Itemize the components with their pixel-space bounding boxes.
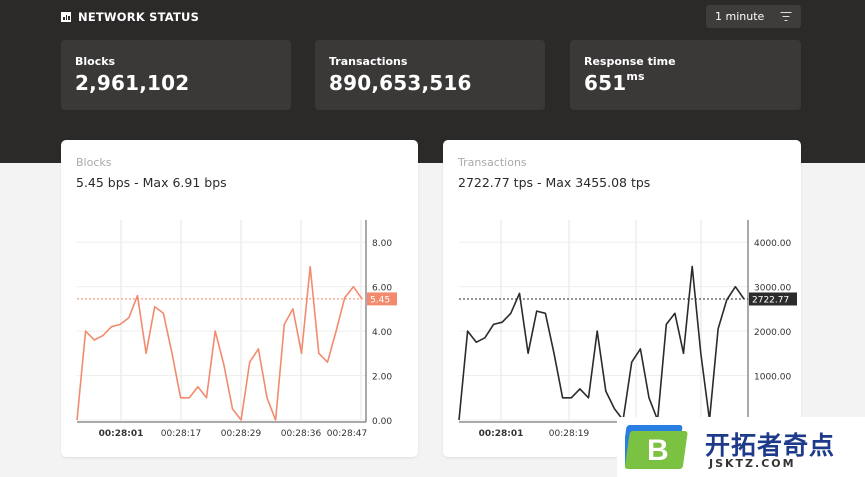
page-title-text: NETWORK STATUS — [78, 10, 200, 24]
period-label: 1 minute — [715, 10, 765, 23]
current-value-badge — [367, 292, 397, 306]
stat-value: 890,653,516 — [329, 71, 472, 95]
x-tick-label: 00:28:36 — [281, 429, 322, 439]
series-line — [76, 265, 363, 421]
x-tick-label: 00:28:17 — [161, 429, 201, 439]
chart-title: Transactions — [458, 156, 527, 169]
filter-icon[interactable] — [780, 12, 791, 22]
watermark-brand: 开拓者奇点 — [705, 431, 836, 460]
y-tick-label: 1000.00 — [754, 373, 791, 383]
page-title: NETWORK STATUS — [61, 8, 199, 26]
x-tick-label: 00:28:01 — [479, 429, 524, 439]
current-value-badge — [749, 292, 797, 306]
stat-label: Transactions — [329, 55, 408, 68]
current-value-label: 5.45 — [370, 295, 390, 305]
bar-chart-icon — [61, 12, 71, 22]
y-tick-label: 6.00 — [372, 284, 392, 294]
y-tick-label: 4.00 — [372, 328, 392, 338]
x-tick-label: 00:28:01 — [99, 429, 144, 439]
y-tick-label: 8.00 — [372, 239, 392, 249]
x-tick-label: 00:28:29 — [221, 429, 262, 439]
stat-unit: ms — [626, 70, 645, 83]
stat-label: Response time — [584, 55, 676, 68]
y-tick-label: 2000.00 — [754, 328, 791, 338]
chart-title: Blocks — [76, 156, 112, 169]
y-tick-label: 2.00 — [372, 373, 392, 383]
stat-card-blocks: Blocks 2,961,102 — [61, 40, 291, 110]
watermark: B 开拓者奇点 JSKTZ.COM — [617, 417, 865, 477]
stat-card-transactions: Transactions 890,653,516 — [315, 40, 545, 110]
chart-subtitle: 2722.77 tps - Max 3455.08 tps — [458, 175, 651, 190]
watermark-url: JSKTZ.COM — [709, 457, 796, 470]
transactions-chart: 4000.003000.002000.001000.000.0000:28:01… — [458, 220, 797, 439]
stat-value: 2,961,102 — [75, 71, 190, 95]
period-select[interactable]: 1 minute — [706, 5, 801, 28]
x-tick-label: 00:28:19 — [549, 429, 590, 439]
stat-label: Blocks — [75, 55, 116, 68]
chart-card-blocks: Blocks 5.45 bps - Max 6.91 bps 8.00 6.00 4… — [61, 140, 418, 457]
svg-text:B: B — [647, 434, 669, 467]
blocks-chart: 8.00 6.00 4.00 2.00 0.00 00:28:01 00:28:17 00:2… — [76, 220, 397, 439]
chart-card-transactions: Transactions 2722.77 tps - Max 3455.08 t… — [443, 140, 801, 457]
series-line — [458, 265, 745, 421]
y-tick-label: 0.00 — [372, 417, 392, 427]
x-tick-label: 00:28:47 — [327, 429, 367, 439]
y-tick-label: 3000.00 — [754, 284, 791, 294]
chart-subtitle: 5.45 bps - Max 6.91 bps — [76, 175, 227, 190]
y-tick-label: 4000.00 — [754, 239, 791, 249]
current-value-label: 2722.77 — [752, 295, 789, 305]
brand-logo-icon: B — [625, 425, 688, 469]
stat-value: 651ms — [584, 70, 645, 95]
stat-card-response-time: Response time 651ms — [570, 40, 801, 110]
